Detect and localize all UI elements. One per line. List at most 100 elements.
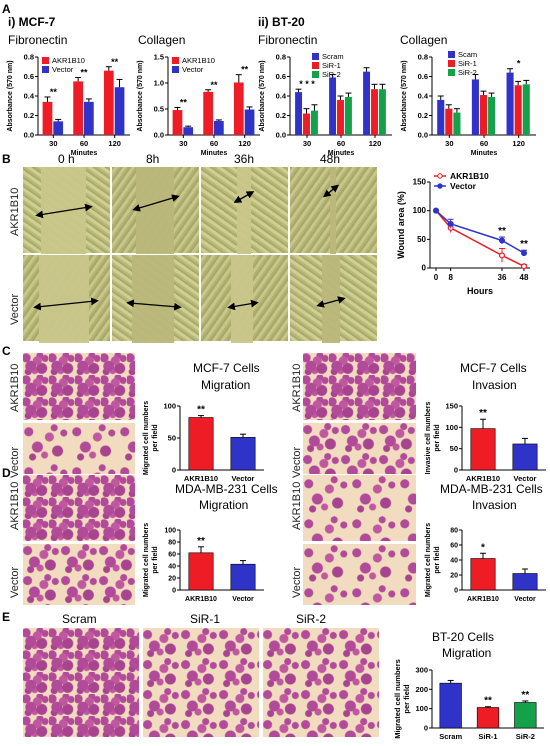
legend-swatch bbox=[172, 57, 179, 64]
y-tick-label: 100 bbox=[413, 206, 427, 215]
bar bbox=[188, 552, 214, 591]
row-label-vector-b: Vector bbox=[9, 293, 21, 325]
bar bbox=[512, 443, 538, 471]
d-mig-title-2: Migration bbox=[199, 498, 249, 512]
c-mig-title-2: Migration bbox=[201, 378, 251, 392]
y-tick-label: 0.4 bbox=[276, 92, 287, 101]
row-label-akr1b10-b: AKR1B10 bbox=[9, 187, 21, 236]
x-tick-label: 30 bbox=[445, 139, 453, 148]
data-point bbox=[498, 237, 505, 244]
y-axis-label: Absorbance (570 nm) bbox=[259, 60, 266, 131]
legend-swatch bbox=[172, 66, 179, 73]
bar bbox=[470, 428, 496, 471]
x-tick-label: AKR1B10 bbox=[467, 596, 499, 603]
bar bbox=[183, 127, 194, 135]
legend-label: SiR-2 bbox=[458, 68, 477, 77]
bar bbox=[203, 91, 213, 135]
significance-marker: * * * bbox=[299, 79, 315, 89]
x-tick-label: 0 bbox=[434, 273, 439, 282]
row-label-vector-d-left: Vector bbox=[9, 566, 21, 598]
significance-marker: ** bbox=[210, 80, 218, 90]
bar bbox=[439, 682, 462, 729]
y-tick-label: 200 bbox=[415, 685, 428, 694]
data-point bbox=[521, 263, 528, 270]
y-tick-label: 0.0 bbox=[276, 131, 286, 140]
chart-a-i-fibronectin: 0.0 0.2 0.4 0.6 0.8 Absorbance (570 nm) 30 ** 60… bbox=[7, 53, 130, 155]
legend-swatch bbox=[312, 53, 319, 60]
legend-label: Vector bbox=[450, 181, 477, 191]
legend-label: Vector bbox=[182, 65, 204, 74]
bar bbox=[214, 120, 224, 135]
bar bbox=[445, 108, 453, 135]
y-axis-label: Invasive cell numbers bbox=[425, 402, 432, 475]
data-point bbox=[521, 250, 528, 257]
bar bbox=[514, 702, 537, 729]
bar bbox=[244, 109, 255, 135]
transwell-image-c-mig-akr1b10 bbox=[22, 352, 136, 421]
y-tick-label: 0.8 bbox=[276, 53, 286, 62]
y-tick-label: 50 bbox=[417, 235, 426, 244]
bar bbox=[471, 79, 479, 135]
y-tick-label: 50 bbox=[168, 434, 176, 443]
legend-swatch bbox=[448, 60, 455, 67]
x-tick-label: 36 bbox=[498, 273, 507, 282]
panel-a-ii-label: ii) BT-20 bbox=[258, 15, 305, 29]
x-tick-label: 60 bbox=[337, 139, 345, 148]
bar bbox=[188, 417, 214, 471]
chart-a-ii-fibronectin: 0.0 0.2 0.4 0.6 0.8 Absorbance (570 nm) 30 * * … bbox=[259, 52, 392, 155]
panel-label-e: E bbox=[2, 610, 11, 624]
bar bbox=[470, 558, 496, 591]
y-tick-label: 100 bbox=[445, 423, 458, 432]
c-mig-title-1: MCF-7 Cells bbox=[193, 361, 260, 375]
significance-marker: * bbox=[517, 59, 521, 69]
significance-marker: ** bbox=[197, 536, 205, 547]
subtitle-fibronectin-ii: Fibronectin bbox=[258, 33, 318, 47]
transwell-image-d-mig-vector bbox=[22, 543, 136, 606]
d-inv-title-2: Invasion bbox=[472, 498, 517, 512]
bar bbox=[344, 96, 352, 135]
x-axis-label: Minutes bbox=[201, 150, 228, 155]
bar bbox=[329, 77, 337, 135]
x-axis-label: Minutes bbox=[71, 150, 98, 155]
chart-c-invasion: 0 50 100 150 Invasive cell numbers per field A… bbox=[425, 402, 546, 483]
panel-a-i-label: i) MCF-7 bbox=[8, 15, 56, 29]
y-tick-label: 0.0 bbox=[24, 131, 34, 140]
transwell-image-d-inv-akr1b10 bbox=[302, 474, 417, 542]
legend-label: SiR-1 bbox=[322, 61, 341, 70]
y-axis-label: Wound area (%) bbox=[396, 191, 406, 259]
data-point bbox=[498, 252, 505, 259]
y-tick-label: 0.0 bbox=[154, 131, 164, 140]
wound-image-vector-36h bbox=[200, 254, 289, 343]
y-tick-label: 0 bbox=[424, 724, 428, 733]
y-axis-label: per field bbox=[434, 546, 441, 573]
bar bbox=[103, 70, 114, 135]
y-tick-label: 300 bbox=[415, 666, 428, 675]
legend-label: AKR1B10 bbox=[450, 171, 489, 181]
y-tick-label: 0.5 bbox=[154, 105, 164, 114]
significance-marker: ** bbox=[484, 696, 492, 707]
y-tick-label: 150 bbox=[445, 402, 458, 411]
x-tick-label: AKR1B10 bbox=[184, 474, 218, 483]
legend-swatch bbox=[42, 66, 49, 73]
col-label-sir2: SiR-2 bbox=[296, 612, 327, 626]
y-tick-label: 60 bbox=[450, 543, 458, 550]
wound-image-vector-48h bbox=[289, 254, 378, 343]
x-tick-label: 120 bbox=[238, 139, 251, 148]
x-tick-label: Vector bbox=[232, 474, 255, 483]
bar bbox=[522, 84, 530, 135]
y-axis-label: Absorbance (570 nm) bbox=[7, 60, 14, 131]
y-tick-label: 0.0 bbox=[418, 131, 428, 140]
y-tick-label: 150 bbox=[413, 178, 427, 187]
y-tick-label: 80 bbox=[168, 540, 176, 547]
y-tick-label: 0.6 bbox=[24, 72, 34, 81]
y-axis-label: Migrated cell numbers bbox=[143, 401, 150, 475]
y-tick-label: 50 bbox=[450, 444, 458, 453]
x-tick-label: 30 bbox=[303, 139, 311, 148]
significance-marker: ** bbox=[180, 97, 188, 107]
wound-image-vector-8h bbox=[111, 254, 200, 343]
legend-marker bbox=[437, 183, 443, 189]
data-point bbox=[447, 220, 454, 227]
x-tick-label: Vector bbox=[514, 596, 536, 603]
col-label-scram: Scram bbox=[62, 612, 97, 626]
significance-marker: ** bbox=[50, 87, 58, 97]
